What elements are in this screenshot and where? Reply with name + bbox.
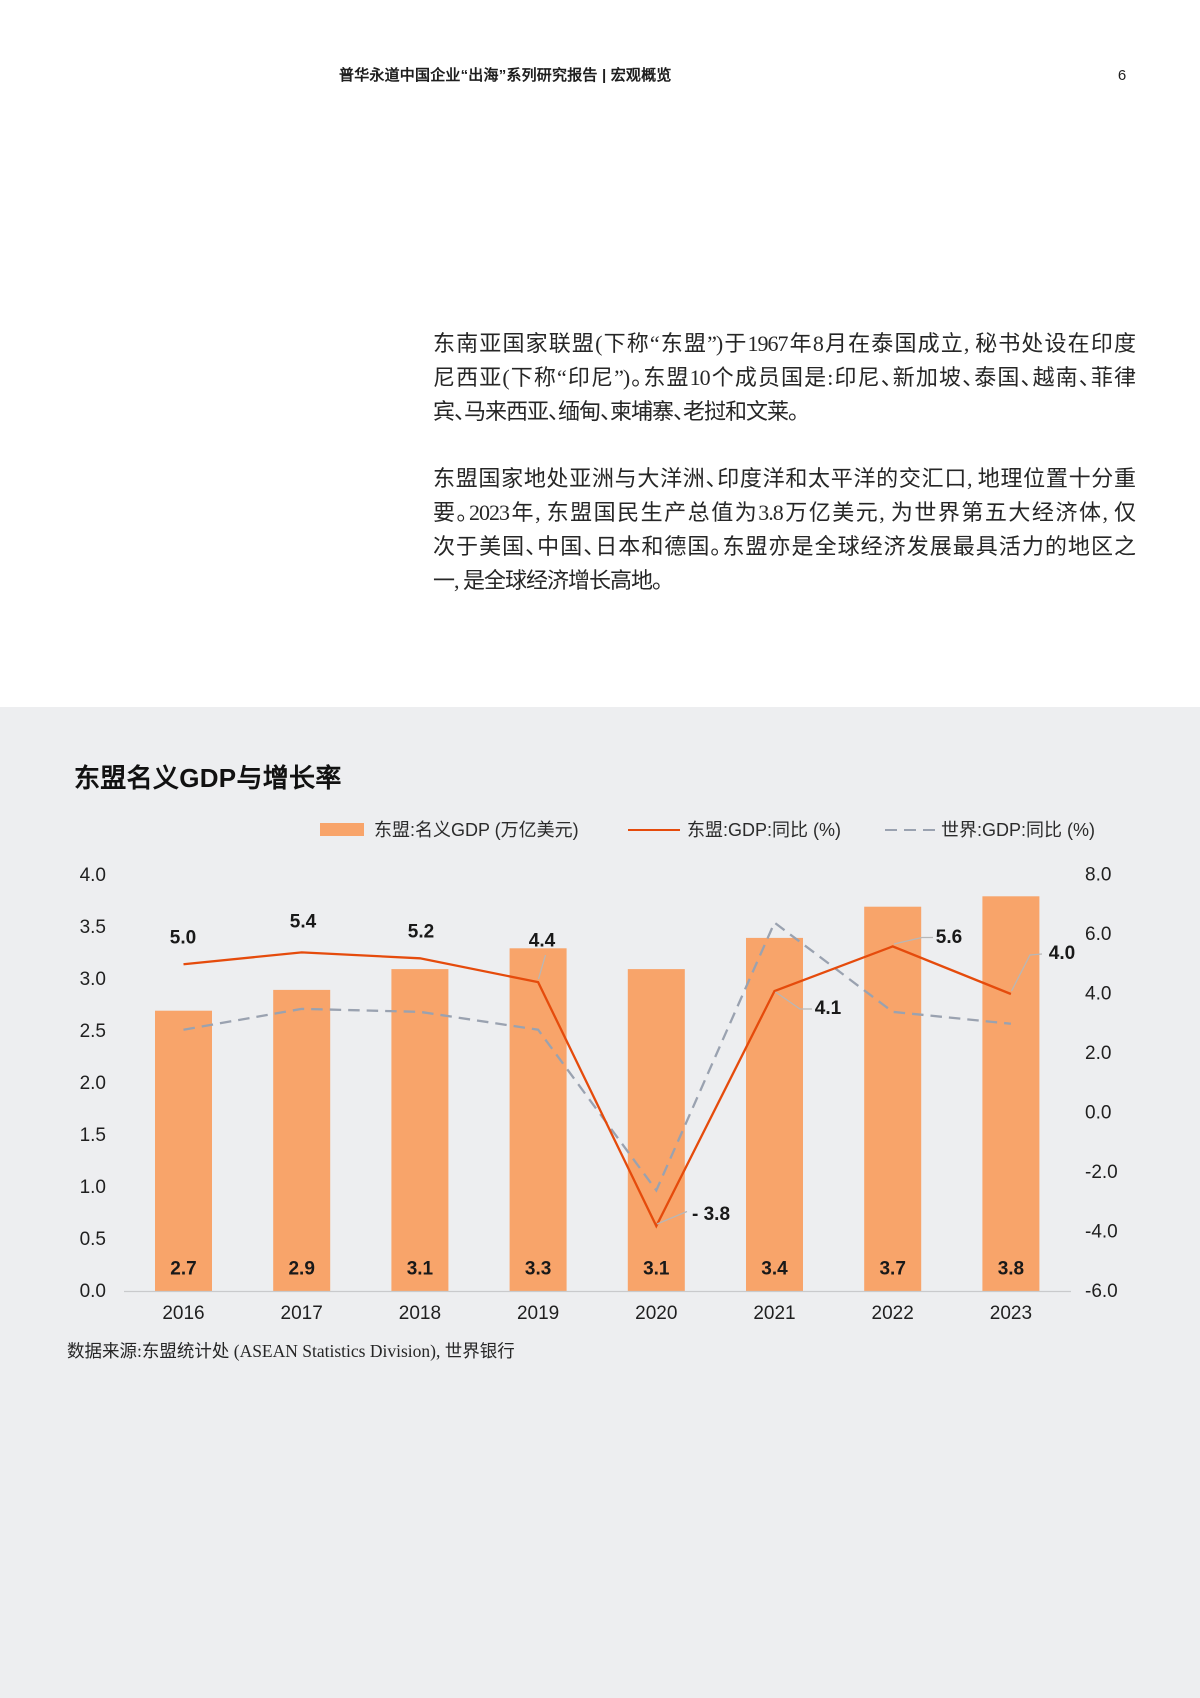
line-value-label-2023: 4.0 (1049, 943, 1075, 964)
gdp-chart: 0.0 0.5 1.0 1.5 2.0 2.5 3.0 3.5 4.0 -6.0 -4.0 -2.0 0… (80, 865, 1118, 1325)
world-gdp-growth-line (183, 920, 1012, 1193)
left-axis-tick-0.0: 0.0 (80, 1281, 106, 1302)
x-axis-label-2019: 2019 (517, 1303, 559, 1324)
body-paragraph-1-line-1: 东南亚国家联盟(下称“东盟”)于1967年8月在泰国成立, 秘书处设在印度 (433, 331, 1136, 356)
line-value-label-2017: 5.4 (290, 912, 317, 933)
body-paragraph-1-line-2: 尼西亚(下称“印尼”)。东盟10个成员国是:印尼、新加坡、泰国、越南、菲律 (433, 365, 1136, 390)
left-axis-tick-1.0: 1.0 (80, 1177, 106, 1198)
body-paragraph-1-line-3: 宾、马来西亚、缅甸、柬埔寨、老挝和文莱。 (433, 399, 799, 424)
bar-2022 (864, 906, 922, 1292)
bar-value-label-2018: 3.1 (407, 1259, 434, 1280)
label-leader-2020 (656, 1210, 688, 1225)
left-axis-tick-4.0: 4.0 (80, 865, 106, 886)
bar-value-label-2023: 3.8 (998, 1259, 1024, 1280)
bar-2021 (746, 937, 803, 1292)
body-paragraph-2-line-2: 要。2023年, 东盟国民生产总值为3.8万亿美元, 为世界第五大经济体, 仅 (433, 500, 1136, 525)
bar-value-label-2017: 2.9 (288, 1259, 314, 1280)
chart-title: 东盟名义GDP与增长率 (74, 763, 342, 793)
left-axis-tick-1.5: 1.5 (80, 1125, 106, 1146)
label-leader-2021 (775, 991, 812, 1010)
bar-2020 (627, 969, 685, 1292)
body-paragraph-2: 东盟国家地处亚洲与大洋洲、印度洋和太平洋的交汇口, 地理位置十分重 要。2023年… (433, 462, 1136, 598)
bar-2018 (391, 969, 449, 1292)
left-axis-tick-3.0: 3.0 (80, 969, 106, 990)
line-value-label-2018: 5.2 (408, 922, 434, 943)
left-axis-tick-2.5: 2.5 (80, 1021, 106, 1042)
bar-value-label-2019: 3.3 (525, 1259, 551, 1280)
x-axis-label-2016: 2016 (162, 1303, 204, 1324)
x-axis-label-2018: 2018 (399, 1303, 441, 1324)
right-axis-tick-4.0: 4.0 (1085, 984, 1111, 1005)
label-leader-2022 (893, 936, 933, 945)
label-leader-2019 (537, 954, 547, 980)
body-paragraph-2-line-1: 东盟国家地处亚洲与大洋洲、印度洋和太平洋的交汇口, 地理位置十分重 (433, 466, 1136, 491)
x-axis-label-2017: 2017 (281, 1303, 323, 1324)
right-axis-tick-6.0: 6.0 (1085, 924, 1111, 945)
bar-2023 (982, 896, 1040, 1292)
left-axis-tick-3.5: 3.5 (80, 917, 106, 938)
line-value-label-2019: 4.4 (529, 931, 556, 952)
legend-swatch-world-growth (885, 828, 935, 832)
bar-value-label-2022: 3.7 (879, 1259, 905, 1280)
x-axis-label-2022: 2022 (872, 1303, 914, 1324)
bar-value-label-2021: 3.4 (761, 1259, 788, 1280)
x-axis-label-2021: 2021 (753, 1303, 795, 1324)
body-paragraph-2-line-3: 次于美国、中国、日本和德国。东盟亦是全球经济发展最具活力的地区之 (433, 534, 1136, 559)
chart-panel: 东盟名义GDP与增长率 东盟:名义GDP (万亿美元) 东盟:GDP:同比 (%… (0, 707, 1200, 1698)
line-value-label-2016: 5.0 (170, 928, 196, 949)
line-value-label-2021: 4.1 (815, 998, 842, 1019)
right-axis-tick--4.0: -4.0 (1085, 1222, 1118, 1243)
legend-swatch-asean-gdp (320, 823, 364, 836)
right-axis-tick--2.0: -2.0 (1085, 1162, 1118, 1183)
line-value-label-2020: - 3.8 (692, 1204, 730, 1225)
bar-value-label-2020: 3.1 (643, 1259, 670, 1280)
right-axis-tick-2.0: 2.0 (1085, 1043, 1111, 1064)
legend-label-world-growth: 世界:GDP:同比 (%) (941, 820, 1096, 840)
right-axis-tick--6.0: -6.0 (1085, 1281, 1118, 1302)
left-axis-tick-2.0: 2.0 (80, 1073, 106, 1094)
bar-value-label-2016: 2.7 (170, 1259, 196, 1280)
asean-gdp-growth-line (183, 945, 1012, 1229)
bar-2019 (509, 948, 567, 1292)
body-paragraph-2-line-4: 一, 是全球经济增长高地。 (433, 568, 663, 593)
legend-swatch-asean-growth (628, 828, 680, 832)
left-axis-tick-0.5: 0.5 (80, 1229, 106, 1250)
chart-source-note: 数据来源:东盟统计处 (ASEAN Statistics Division), … (67, 1341, 515, 1361)
x-axis-label-2023: 2023 (990, 1303, 1032, 1324)
body-paragraph-1: 东南亚国家联盟(下称“东盟”)于1967年8月在泰国成立, 秘书处设在印度 尼西亚… (433, 327, 1136, 429)
bar-2017 (273, 989, 331, 1292)
line-value-label-2022: 5.6 (936, 927, 962, 948)
bar-2016 (155, 1010, 212, 1292)
right-axis-tick-0.0: 0.0 (1085, 1103, 1111, 1124)
body-text: 东南亚国家联盟(下称“东盟”)于1967年8月在泰国成立, 秘书处设在印度 尼西亚… (433, 327, 1136, 598)
legend-label-asean-growth: 东盟:GDP:同比 (%) (687, 820, 842, 840)
label-leader-2023 (1010, 953, 1043, 992)
x-axis-label-2020: 2020 (635, 1303, 677, 1324)
right-axis-tick-8.0: 8.0 (1085, 865, 1111, 886)
report-header-title: 普华永道中国企业“出海”系列研究报告 | 宏观概览 (339, 67, 672, 84)
legend-label-asean-gdp: 东盟:名义GDP (万亿美元) (374, 820, 579, 840)
page-number: 6 (1117, 67, 1127, 84)
